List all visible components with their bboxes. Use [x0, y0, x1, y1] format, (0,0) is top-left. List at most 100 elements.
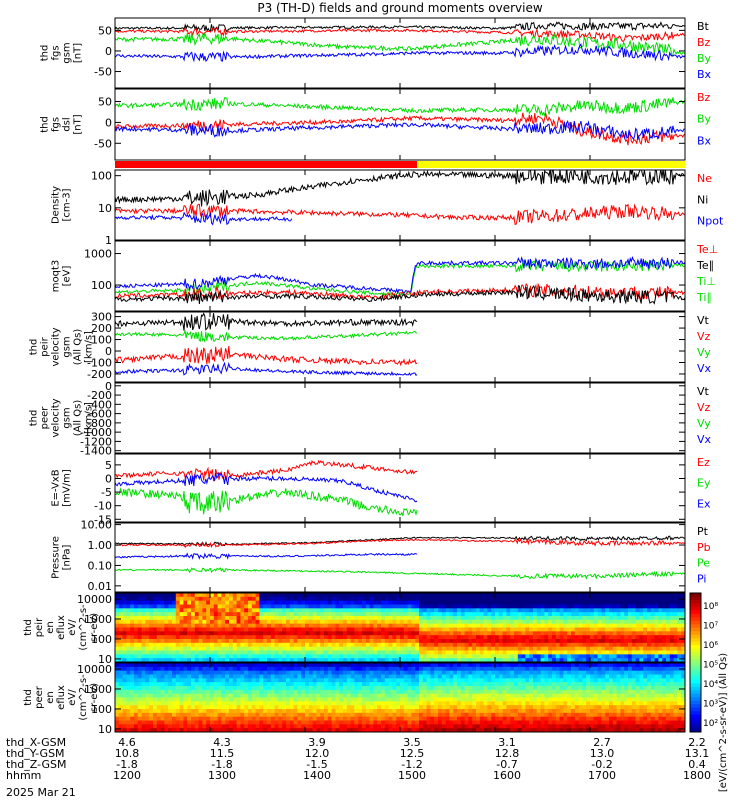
heatmap-cell [202, 627, 207, 632]
heatmap-cell [289, 631, 294, 636]
heatmap-cell [498, 724, 503, 729]
heatmap-cell [198, 658, 203, 663]
heatmap-cell [430, 600, 435, 605]
heatmap-cell [134, 631, 139, 636]
heatmap-cell [324, 674, 329, 679]
heatmap-cell [160, 650, 165, 655]
heatmap-cell [415, 650, 420, 655]
heatmap-cell [244, 689, 249, 695]
heatmap-cell [654, 619, 659, 625]
heatmap-cell [373, 686, 378, 691]
heatmap-cell [460, 619, 465, 625]
heatmap-cell [616, 631, 621, 636]
y-axis-label-line: fgs [51, 117, 62, 132]
heatmap-cell [221, 646, 226, 651]
heatmap-cell [320, 724, 325, 729]
heatmap-cell [514, 623, 519, 628]
heatmap-cell [153, 604, 158, 609]
heatmap-cell [194, 701, 199, 706]
heatmap-cell [210, 623, 215, 628]
heatmap-cell [438, 712, 443, 718]
heatmap-cell [377, 693, 382, 698]
y-tick-label: 0 [105, 45, 112, 58]
heatmap-cell [339, 728, 344, 733]
heatmap-cell [358, 658, 363, 663]
heatmap-cell [476, 593, 481, 598]
heatmap-cell [153, 666, 158, 672]
heatmap-cell [491, 728, 496, 733]
heatmap-cell [483, 678, 488, 683]
heatmap-cell [221, 709, 226, 714]
heatmap-cell [354, 701, 359, 706]
heatmap-cell [362, 666, 367, 672]
heatmap-cell [248, 616, 253, 621]
heatmap-cell [221, 650, 226, 655]
heatmap-cell [426, 635, 431, 640]
heatmap-cell [263, 619, 268, 625]
heatmap-cell [312, 674, 317, 679]
heatmap-cell [267, 608, 272, 613]
heatmap-cell [571, 596, 576, 602]
heatmap-cell [179, 728, 184, 733]
heatmap-cell [331, 728, 336, 733]
heatmap-cell [301, 686, 306, 691]
heatmap-cell [510, 604, 515, 609]
heatmap-cell [172, 678, 177, 683]
heatmap-cell [476, 639, 481, 644]
heatmap-cell [282, 682, 287, 687]
heatmap-cell [187, 635, 192, 640]
heatmap-cell [308, 627, 313, 632]
heatmap-cell [206, 686, 211, 691]
heatmap-cell [365, 720, 370, 725]
heatmap-cell [343, 682, 348, 687]
heatmap-cell [210, 724, 215, 729]
heatmap-cell [191, 658, 196, 663]
heatmap-cell [517, 600, 522, 605]
heatmap-cell [479, 623, 484, 628]
heatmap-cell [130, 682, 135, 687]
heatmap-cell [445, 650, 450, 655]
heatmap-cell [639, 627, 644, 632]
heatmap-cell [293, 693, 298, 698]
heatmap-cell [430, 663, 435, 668]
heatmap-cell [388, 593, 393, 598]
heatmap-cell [464, 612, 469, 617]
heatmap-cell [472, 596, 477, 602]
y-axis-label-line: [km/s] [84, 402, 95, 434]
heatmap-cell [168, 654, 173, 659]
heatmap-cell [628, 631, 633, 636]
heatmap-cell [445, 608, 450, 613]
heatmap-cell [548, 604, 553, 609]
heatmap-cell [244, 682, 249, 687]
heatmap-cell [677, 619, 682, 625]
heatmap-cell [312, 593, 317, 598]
heatmap-cell [571, 642, 576, 648]
heatmap-cell [179, 689, 184, 695]
heatmap-cell [191, 627, 196, 632]
heatmap-cell [236, 689, 241, 695]
heatmap-cell [115, 627, 120, 632]
heatmap-cell [510, 716, 515, 721]
heatmap-cell [339, 627, 344, 632]
heatmap-cell [517, 728, 522, 733]
heatmap-cell [160, 627, 165, 632]
heatmap-cell [396, 596, 401, 602]
heatmap-cell [403, 705, 408, 710]
heatmap-cell [213, 693, 218, 698]
heatmap-cell [335, 608, 340, 613]
heatmap-cell [339, 642, 344, 648]
heatmap-cell [343, 663, 348, 668]
heatmap-cell [411, 709, 416, 714]
heatmap-cell [130, 686, 135, 691]
heatmap-cell [365, 627, 370, 632]
heatmap-cell [164, 658, 169, 663]
heatmap-cell [339, 674, 344, 679]
heatmap-cell [555, 600, 560, 605]
heatmap-cell [597, 646, 602, 651]
heatmap-cell [472, 604, 477, 609]
heatmap-cell [590, 646, 595, 651]
heatmap-cell [555, 631, 560, 636]
heatmap-cell [669, 623, 674, 628]
heatmap-cell [635, 593, 640, 598]
heatmap-cell [221, 604, 226, 609]
